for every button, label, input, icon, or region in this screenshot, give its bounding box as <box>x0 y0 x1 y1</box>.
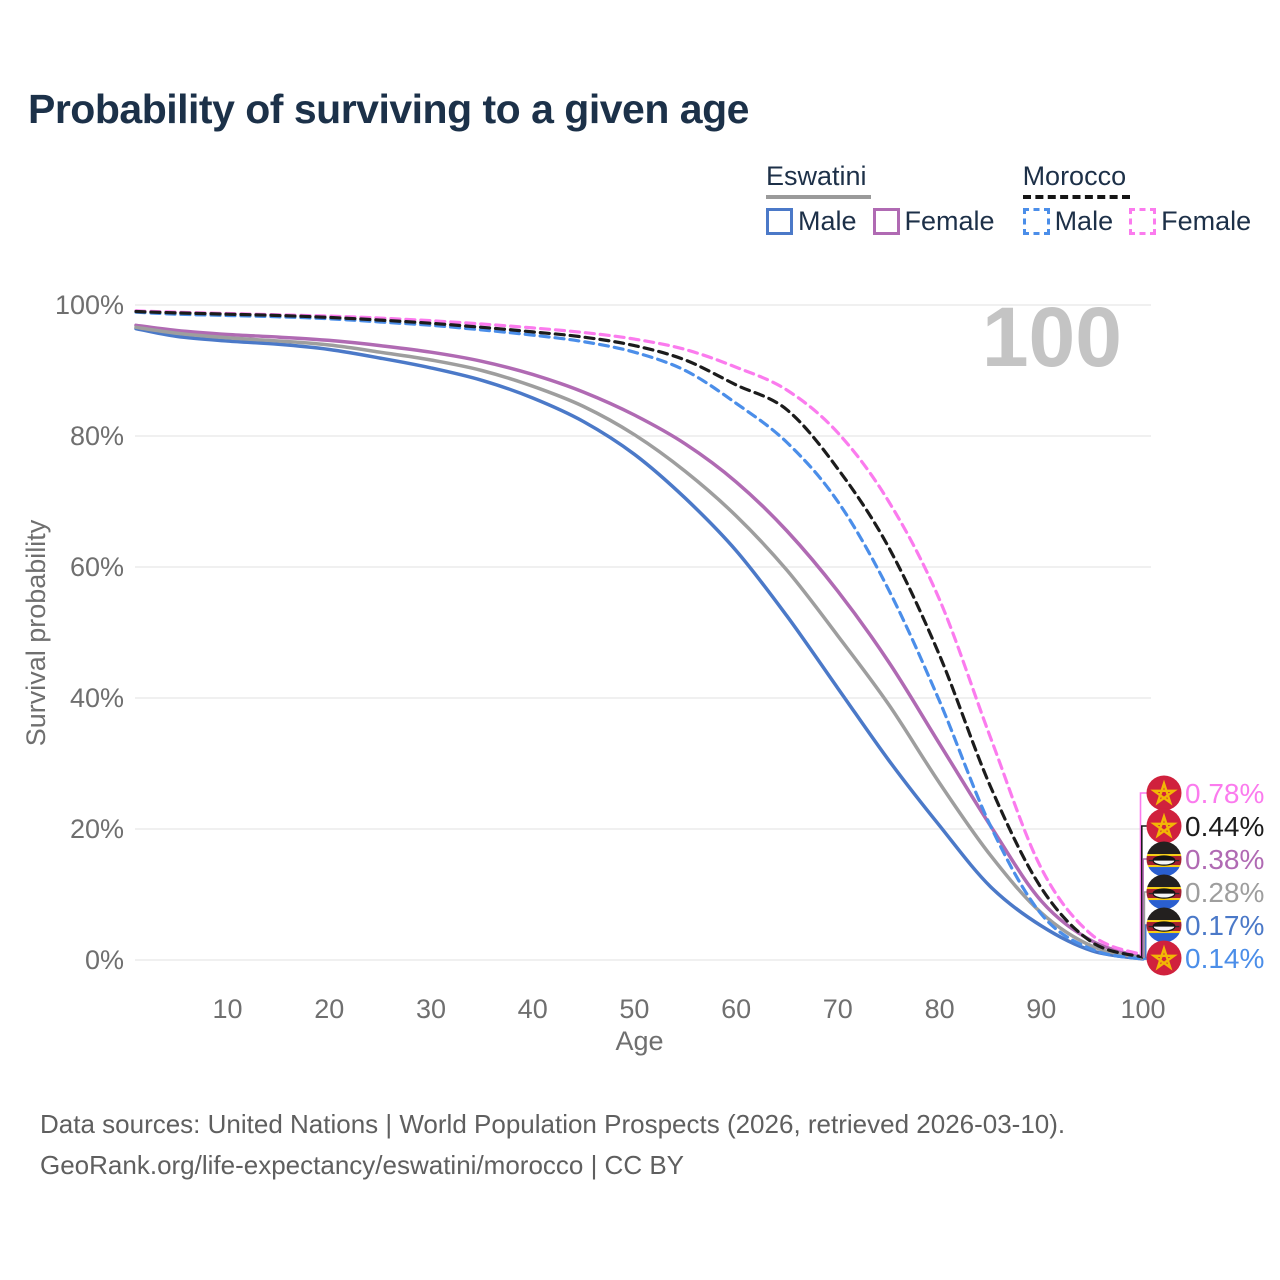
series-line-eswatini-both-sexes[interactable] <box>134 325 1145 960</box>
end-label-morocco-female: 0.78% <box>1185 778 1264 809</box>
legend-item-label: Male <box>1054 206 1114 236</box>
legend: Eswatini Male Female Morocco Male Female <box>766 161 1251 237</box>
x-tick-label: 40 <box>518 994 548 1024</box>
legend-item-label: Female <box>1161 206 1252 236</box>
x-tick-label: 90 <box>1026 994 1056 1024</box>
y-tick-label: 20% <box>70 814 124 844</box>
end-label-eswatini-male: 0.17% <box>1185 910 1264 941</box>
end-label-eswatini-female: 0.38% <box>1185 844 1264 875</box>
morocco-flag-icon <box>1146 775 1182 811</box>
y-tick-label: 40% <box>70 683 124 713</box>
series-line-eswatini-female[interactable] <box>134 323 1145 960</box>
end-label-morocco-male: 0.14% <box>1185 943 1264 974</box>
legend-header-eswatini[interactable]: Eswatini <box>766 161 871 199</box>
legend-group-morocco: Morocco Male Female <box>1022 161 1251 237</box>
x-tick-label: 70 <box>823 994 853 1024</box>
series-line-morocco-male[interactable] <box>134 310 1145 961</box>
morocco-flag-icon <box>1146 808 1182 844</box>
morocco-female-swatch-icon <box>1129 208 1157 235</box>
data-sources-line: Data sources: United Nations | World Pop… <box>40 1109 1066 1139</box>
legend-item-label: Female <box>904 206 995 236</box>
x-tick-label: 50 <box>619 994 649 1024</box>
series-line-morocco-female[interactable] <box>134 309 1145 957</box>
footer: Data sources: United Nations | World Pop… <box>40 1104 1065 1186</box>
legend-group-eswatini: Eswatini Male Female <box>766 161 995 237</box>
x-tick-label: 80 <box>925 994 955 1024</box>
eswatini-male-swatch-icon <box>766 208 793 235</box>
series-line-morocco-both-sexes[interactable] <box>134 309 1145 959</box>
x-axis-title: Age <box>615 1026 663 1056</box>
x-tick-label: 30 <box>416 994 446 1024</box>
legend-item-eswatini-male[interactable]: Male <box>766 206 857 237</box>
legend-item-morocco-male[interactable]: Male <box>1022 206 1114 237</box>
legend-item-label: Male <box>798 206 857 236</box>
morocco-flag-icon <box>1146 940 1182 976</box>
series-line-eswatini-male[interactable] <box>134 326 1145 961</box>
morocco-male-swatch-icon <box>1022 208 1050 235</box>
y-axis-title: Survival probability <box>21 519 51 746</box>
attribution-line: GeoRank.org/life-expectancy/eswatini/mor… <box>40 1150 685 1180</box>
eswatini-flag-icon <box>1146 874 1182 910</box>
y-tick-label: 100% <box>55 290 124 320</box>
page-title: Probability of surviving to a given age <box>28 86 749 132</box>
watermark-age-100: 100 <box>982 290 1122 384</box>
y-tick-label: 0% <box>85 945 124 975</box>
y-tick-label: 80% <box>70 421 124 451</box>
eswatini-female-swatch-icon <box>872 208 900 235</box>
y-tick-label: 60% <box>70 552 124 582</box>
eswatini-flag-icon <box>1146 841 1182 877</box>
eswatini-flag-icon <box>1146 907 1182 943</box>
x-tick-label: 100 <box>1120 994 1165 1024</box>
end-label-eswatini-both-sexes: 0.28% <box>1185 877 1264 908</box>
legend-item-eswatini-female[interactable]: Female <box>872 206 995 237</box>
x-tick-label: 10 <box>212 994 242 1024</box>
legend-header-morocco[interactable]: Morocco <box>1022 161 1131 199</box>
x-tick-label: 60 <box>721 994 751 1024</box>
x-tick-label: 20 <box>314 994 344 1024</box>
end-label-morocco-both-sexes: 0.44% <box>1185 811 1264 842</box>
legend-item-morocco-female[interactable]: Female <box>1129 206 1251 237</box>
